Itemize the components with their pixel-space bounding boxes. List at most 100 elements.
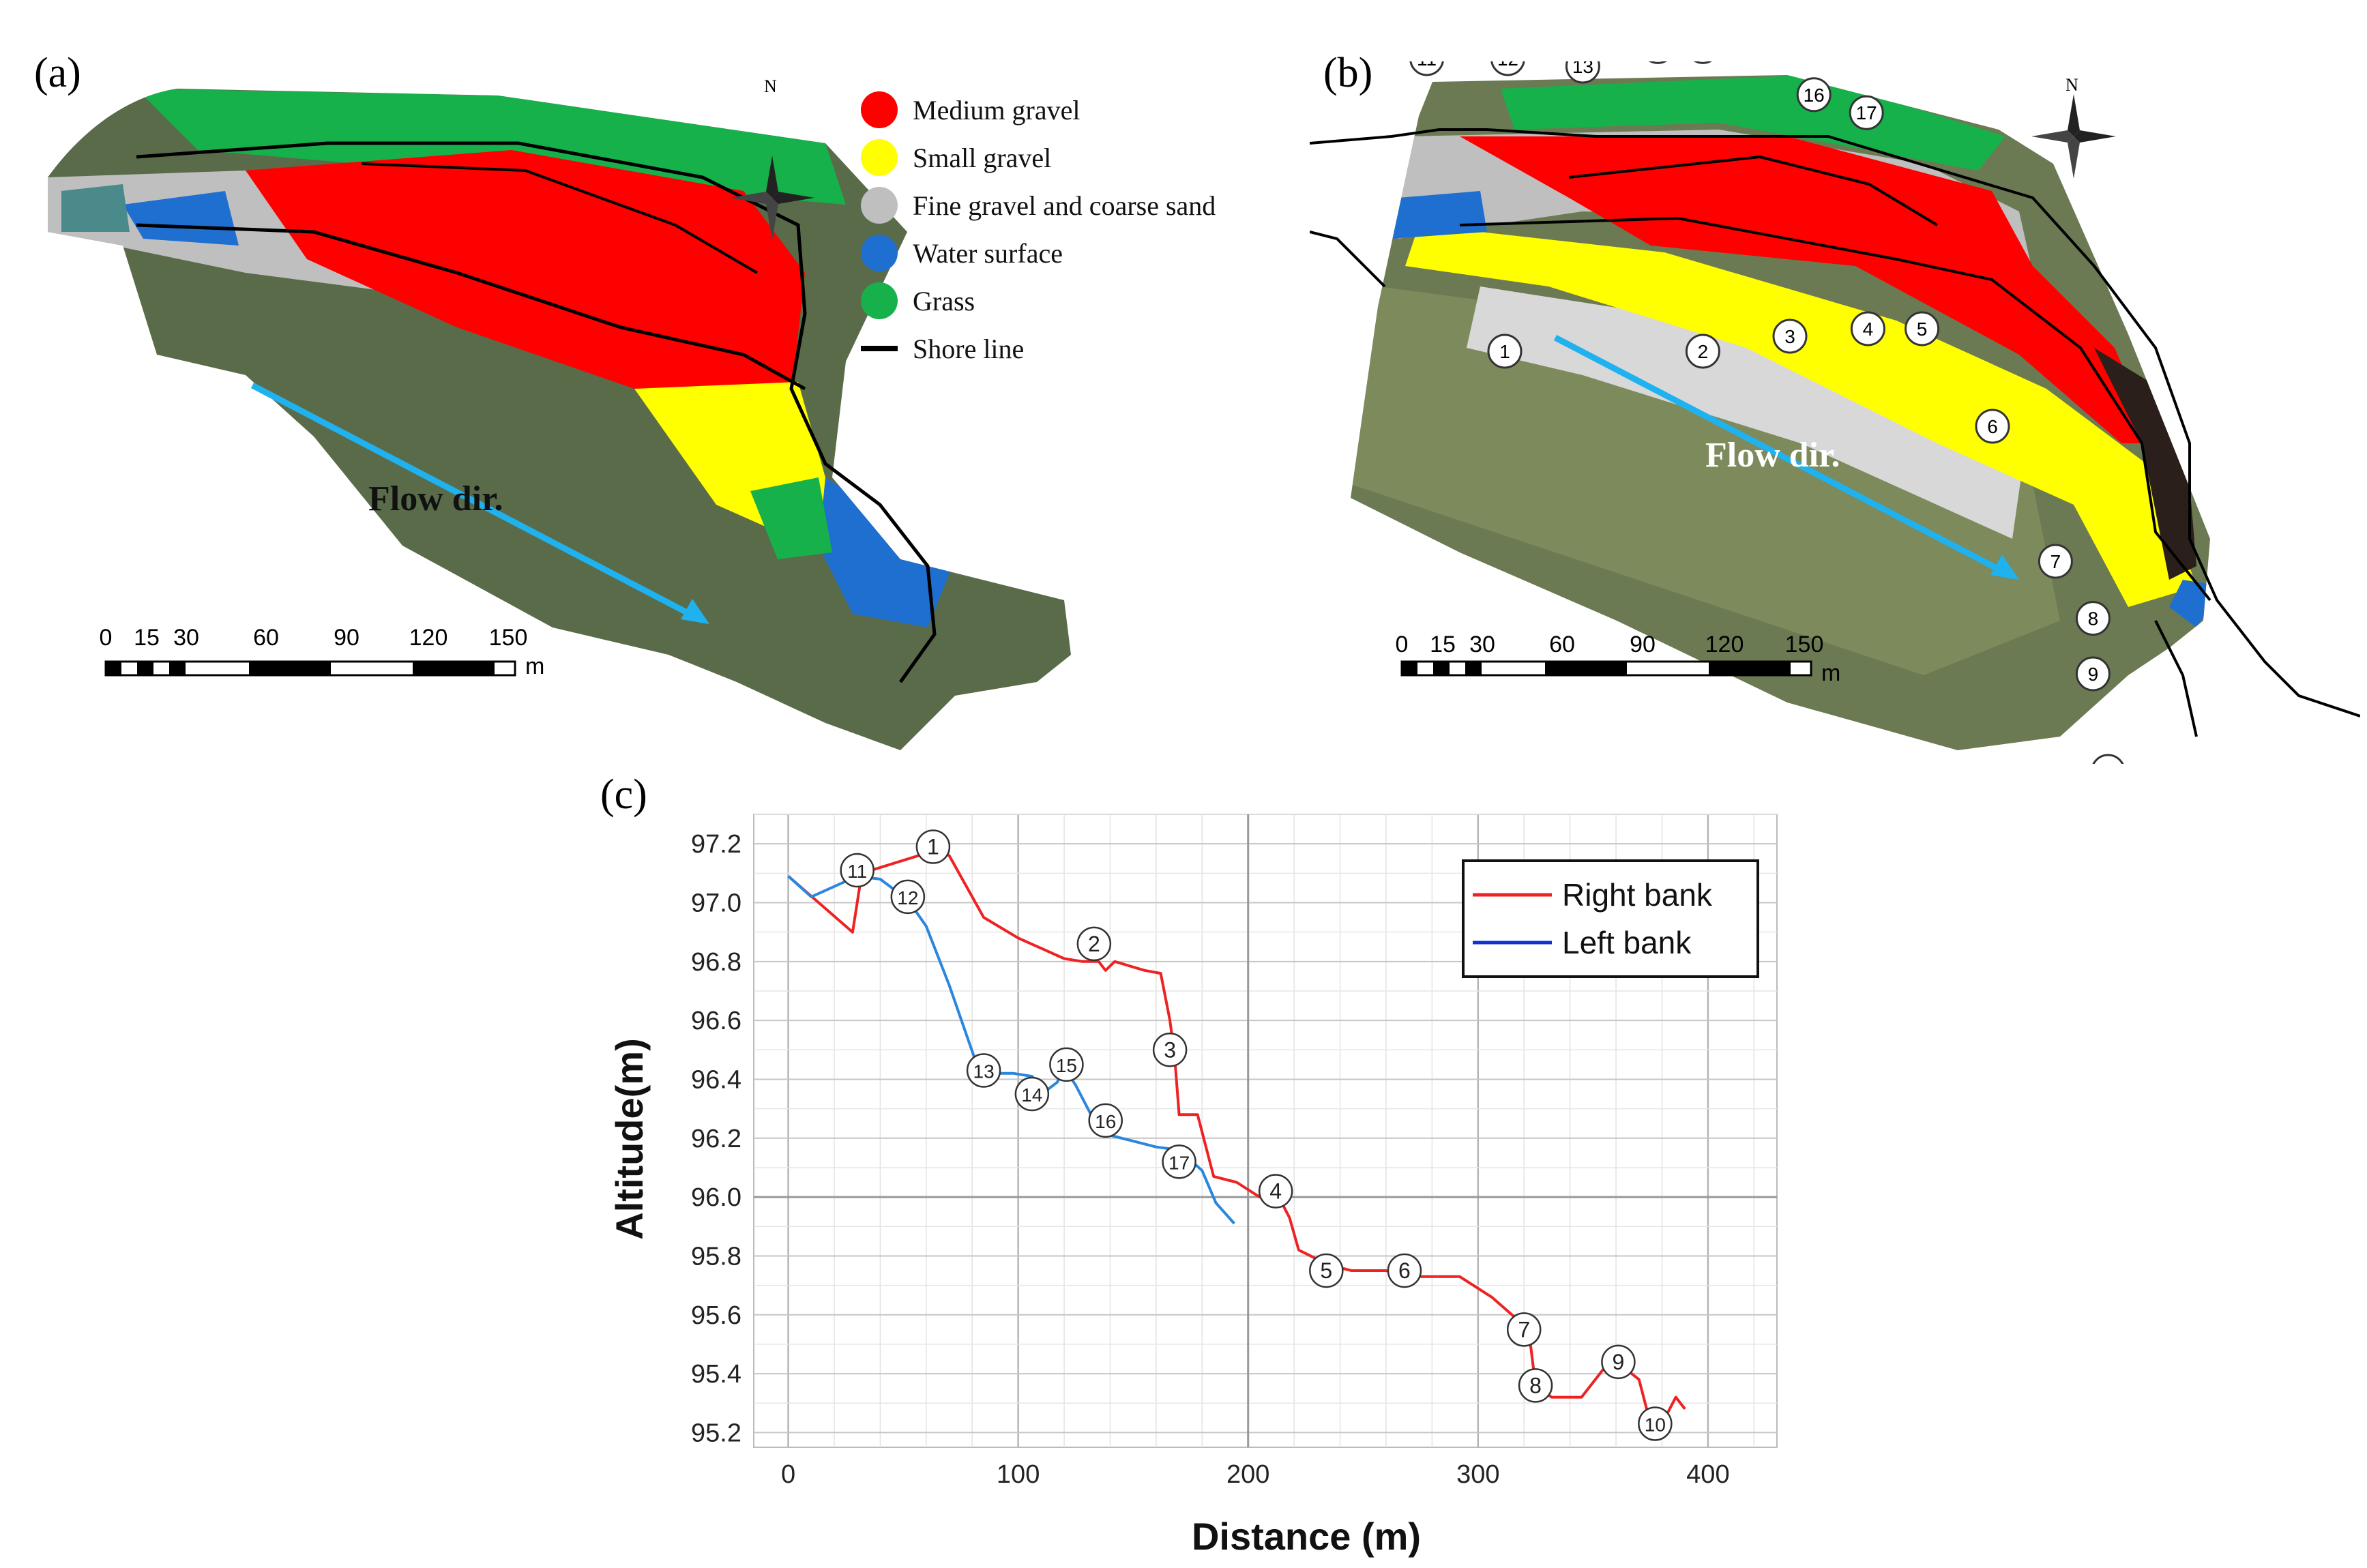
panel-label-c: (c) bbox=[600, 771, 647, 818]
scale-tick: 120 bbox=[1705, 632, 1744, 657]
scale-tick: 150 bbox=[1784, 632, 1824, 657]
altitude-profile-chart: 0 100 200 300 400 95.2 95.4 95.6 95.8 96.0 96.2 96.… bbox=[608, 814, 1778, 1558]
legend-label: Fine gravel and coarse sand bbox=[913, 190, 1216, 221]
legend-dot bbox=[861, 282, 898, 319]
map-point-marker bbox=[1849, 95, 1884, 130]
point-marker bbox=[1387, 1253, 1422, 1288]
map-point-label: 17 bbox=[1856, 102, 1877, 123]
point-marker-label: 9 bbox=[1613, 1350, 1625, 1374]
legend-label: Grass bbox=[913, 285, 975, 316]
point-marker-label: 12 bbox=[897, 887, 918, 908]
scale-bar-b: 0 15 30 60 90 120 150 m bbox=[1396, 632, 1852, 686]
y-tick-label: 97.2 bbox=[691, 830, 741, 859]
y-tick-label: 96.4 bbox=[691, 1065, 741, 1094]
map-point-marker bbox=[1648, 61, 1667, 64]
y-tick-label: 96.2 bbox=[691, 1125, 741, 1153]
scale-unit: m bbox=[1821, 660, 1841, 686]
point-marker bbox=[1518, 1368, 1553, 1403]
map-a bbox=[48, 89, 1071, 750]
point-marker bbox=[1638, 1406, 1673, 1441]
point-marker-label: 3 bbox=[1164, 1037, 1176, 1062]
scale-tick: 90 bbox=[334, 625, 359, 651]
point-marker bbox=[890, 879, 926, 915]
point-marker bbox=[1309, 1253, 1344, 1288]
point-marker-label: 6 bbox=[1398, 1258, 1411, 1283]
y-tick-label: 96.8 bbox=[691, 948, 741, 977]
point-marker bbox=[1506, 1312, 1542, 1347]
legend-item-grass: Grass bbox=[861, 277, 1216, 325]
scale-tick: 150 bbox=[488, 625, 528, 651]
map-point-marker bbox=[1975, 409, 2010, 444]
point-marker-label: 8 bbox=[1529, 1373, 1542, 1397]
chart-axes: 0 100 200 300 400 95.2 95.4 95.6 95.8 96.0 96.2 96.… bbox=[691, 830, 1730, 1489]
y-tick-label: 95.8 bbox=[691, 1242, 741, 1271]
scale-tick: 60 bbox=[1549, 632, 1575, 657]
legend-dot bbox=[861, 235, 898, 271]
point-marker bbox=[1088, 1103, 1123, 1138]
legend-item-shore-line: Shore line bbox=[861, 325, 1216, 372]
legend-label: Medium gravel bbox=[913, 94, 1080, 125]
map-point-label: 11 bbox=[1417, 61, 1437, 70]
map-point-marker bbox=[1772, 319, 1808, 354]
map-point-label: 16 bbox=[1804, 85, 1825, 106]
chart-legend: Right bank Left bank bbox=[1462, 859, 1759, 978]
map-point-marker bbox=[2075, 601, 2111, 636]
point-marker bbox=[966, 1053, 1001, 1088]
legend-box bbox=[1462, 859, 1759, 978]
y-tick-label: 96.6 bbox=[691, 1007, 741, 1035]
y-tick-label: 95.4 bbox=[691, 1360, 741, 1389]
point-marker bbox=[1258, 1174, 1293, 1209]
point-marker bbox=[915, 829, 951, 864]
map-point-label: 6 bbox=[1987, 416, 1998, 437]
point-marker bbox=[1076, 926, 1112, 962]
point-marker-label: 17 bbox=[1168, 1152, 1190, 1173]
point-marker-label: 1 bbox=[927, 834, 939, 859]
map-point-marker bbox=[1409, 61, 1444, 76]
point-marker bbox=[1049, 1047, 1084, 1082]
map-point-marker bbox=[1693, 61, 1712, 64]
point-marker-label: 7 bbox=[1518, 1317, 1530, 1342]
compass-north-label-b: N bbox=[2065, 75, 2078, 95]
x-tick-label: 300 bbox=[1456, 1460, 1499, 1489]
x-tick-label: 100 bbox=[997, 1460, 1040, 1489]
scale-tick: 30 bbox=[1469, 632, 1495, 657]
map-legend: Medium gravel Small gravel Fine gravel a… bbox=[861, 86, 1216, 372]
point-marker-label: 2 bbox=[1088, 932, 1100, 956]
map-point-marker bbox=[2075, 656, 2111, 692]
compass-north-label-a: N bbox=[764, 76, 777, 96]
legend-label: Shore line bbox=[913, 333, 1025, 364]
point-marker bbox=[1601, 1344, 1636, 1380]
map-point-marker bbox=[1565, 61, 1600, 84]
flow-direction-label-b: Flow dir. bbox=[1705, 436, 1840, 475]
y-axis-label: Altitude(m) bbox=[608, 1038, 651, 1240]
point-marker-label: 10 bbox=[1645, 1414, 1666, 1435]
panel-label-a: (a) bbox=[34, 50, 81, 96]
point-marker-label: 5 bbox=[1320, 1258, 1332, 1283]
legend-item-water-surface: Water surface bbox=[861, 229, 1216, 277]
x-tick-label: 0 bbox=[781, 1460, 795, 1489]
panel-label-b: (b) bbox=[1323, 50, 1373, 96]
point-marker bbox=[1152, 1033, 1188, 1067]
legend-item-small-gravel: Small gravel bbox=[861, 134, 1216, 181]
map-point-label: 9 bbox=[2088, 664, 2099, 685]
map-point-label: 4 bbox=[1863, 319, 1874, 340]
map-point-marker bbox=[1796, 77, 1832, 113]
point-marker-label: 16 bbox=[1095, 1111, 1116, 1132]
x-tick-label: 200 bbox=[1226, 1460, 1269, 1489]
map-point-marker bbox=[2092, 754, 2124, 764]
point-marker bbox=[1162, 1144, 1196, 1179]
map-point-label: 2 bbox=[1698, 341, 1709, 362]
y-tick-label: 95.2 bbox=[691, 1419, 741, 1447]
legend-line bbox=[861, 346, 898, 351]
legend-entry: Left bank bbox=[1562, 925, 1692, 960]
y-tick-label: 95.6 bbox=[691, 1301, 741, 1330]
point-marker bbox=[840, 853, 874, 888]
map-point-label: 13 bbox=[1572, 61, 1593, 77]
point-marker-label: 15 bbox=[1056, 1055, 1077, 1076]
legend-item-fine-gravel: Fine gravel and coarse sand bbox=[861, 181, 1216, 229]
scale-tick: 15 bbox=[1430, 632, 1456, 657]
map-point-label: 8 bbox=[2088, 608, 2099, 630]
point-marker-label: 4 bbox=[1269, 1179, 1282, 1203]
point-marker bbox=[1014, 1076, 1050, 1112]
map-point-label: 10 bbox=[2098, 761, 2119, 764]
